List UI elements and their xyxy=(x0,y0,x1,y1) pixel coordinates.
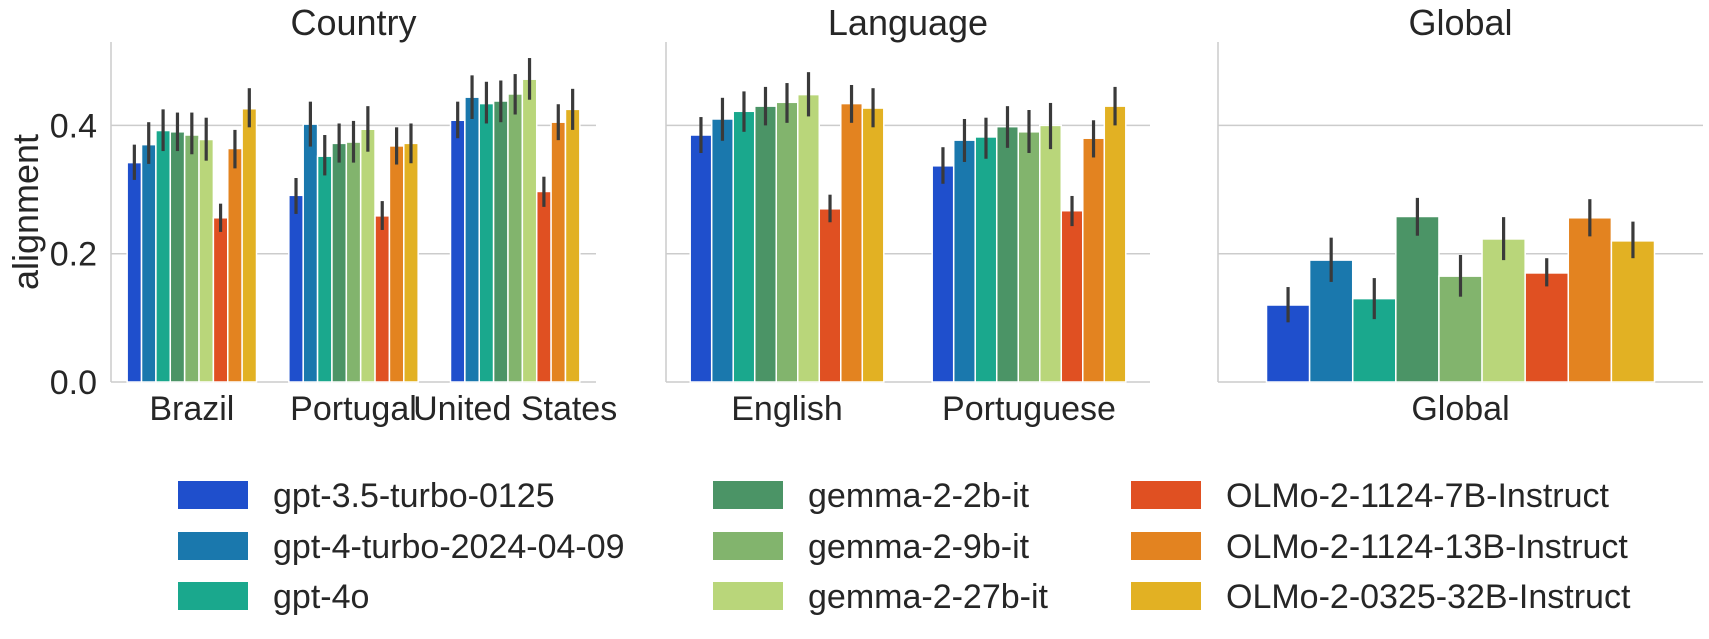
bar xyxy=(1060,209,1084,383)
bar xyxy=(1610,240,1656,383)
x-tick-label: Portuguese xyxy=(942,390,1116,428)
y-tick-label: 0.2 xyxy=(50,236,97,274)
bar xyxy=(689,134,713,383)
bar xyxy=(1481,238,1526,383)
legend-label: OLMo-2-1124-7B-Instruct xyxy=(1226,477,1610,515)
bar xyxy=(212,217,229,383)
bar xyxy=(840,102,864,383)
legend-label: gpt-3.5-turbo-0125 xyxy=(273,477,555,515)
legend-swatch xyxy=(713,481,783,509)
bar xyxy=(288,194,304,383)
bar xyxy=(952,139,976,383)
bar xyxy=(169,131,186,383)
bar xyxy=(449,119,466,383)
bar xyxy=(241,107,258,383)
bar xyxy=(345,141,362,383)
bar xyxy=(974,136,998,383)
bar xyxy=(995,125,1019,383)
bar xyxy=(140,143,157,383)
y-tick-label: 0.4 xyxy=(50,107,97,145)
x-tick-label: Portugal xyxy=(290,390,417,428)
y-axis-label: alignment xyxy=(5,134,46,290)
bar xyxy=(464,96,480,383)
bar xyxy=(1395,215,1440,383)
legend-label: gemma-2-9b-it xyxy=(808,528,1030,566)
bar xyxy=(861,107,885,383)
legend-label: gemma-2-27b-it xyxy=(808,578,1049,616)
bar xyxy=(183,134,200,383)
bar xyxy=(492,100,509,383)
bar xyxy=(1017,131,1041,383)
legend-label: OLMo-2-0325-32B-Instruct xyxy=(1226,578,1631,616)
bar xyxy=(1567,217,1613,383)
bar xyxy=(521,78,538,383)
bar xyxy=(316,155,333,383)
bar xyxy=(1524,272,1570,383)
legend-swatch xyxy=(1131,532,1201,560)
bar xyxy=(564,108,581,383)
bar xyxy=(359,128,376,383)
bar xyxy=(931,165,955,383)
legend-label: gpt-4-turbo-2024-04-09 xyxy=(273,528,625,566)
bar xyxy=(1082,137,1106,383)
bar xyxy=(198,138,215,383)
bar xyxy=(302,123,319,383)
legend-label: gemma-2-2b-it xyxy=(808,477,1030,515)
bar xyxy=(227,147,243,383)
panel-title: Country xyxy=(290,2,416,43)
x-tick-label: United States xyxy=(413,390,617,428)
bar xyxy=(478,102,495,383)
legend-label: gpt-4o xyxy=(273,578,369,616)
bar xyxy=(535,190,552,383)
bar xyxy=(797,93,821,383)
legend-swatch xyxy=(713,532,783,560)
bar xyxy=(753,105,777,383)
bar xyxy=(126,161,143,383)
bar xyxy=(388,145,405,383)
legend-swatch xyxy=(1131,481,1201,509)
bar xyxy=(155,129,172,383)
legend-label: OLMo-2-1124-13B-Instruct xyxy=(1226,528,1628,566)
bar xyxy=(507,93,524,383)
legend-swatch xyxy=(1131,582,1201,610)
bar xyxy=(1103,105,1127,383)
x-tick-label: English xyxy=(731,390,843,428)
x-tick-label: Brazil xyxy=(149,390,234,428)
legend-swatch xyxy=(713,582,783,610)
legend-swatch xyxy=(178,481,248,509)
panel-title: Language xyxy=(828,2,988,43)
legend-swatch xyxy=(178,582,248,610)
bar xyxy=(1039,124,1063,383)
bar xyxy=(331,142,348,383)
bar xyxy=(550,121,567,383)
y-tick-label: 0.0 xyxy=(50,364,97,402)
x-tick-label: Global xyxy=(1411,390,1509,428)
legend-swatch xyxy=(178,532,248,560)
bar xyxy=(818,208,842,383)
bar xyxy=(710,118,734,383)
bar xyxy=(403,142,419,383)
panel-title: Global xyxy=(1408,2,1512,43)
bar xyxy=(374,215,391,383)
bar xyxy=(775,101,799,383)
bar xyxy=(732,110,756,383)
